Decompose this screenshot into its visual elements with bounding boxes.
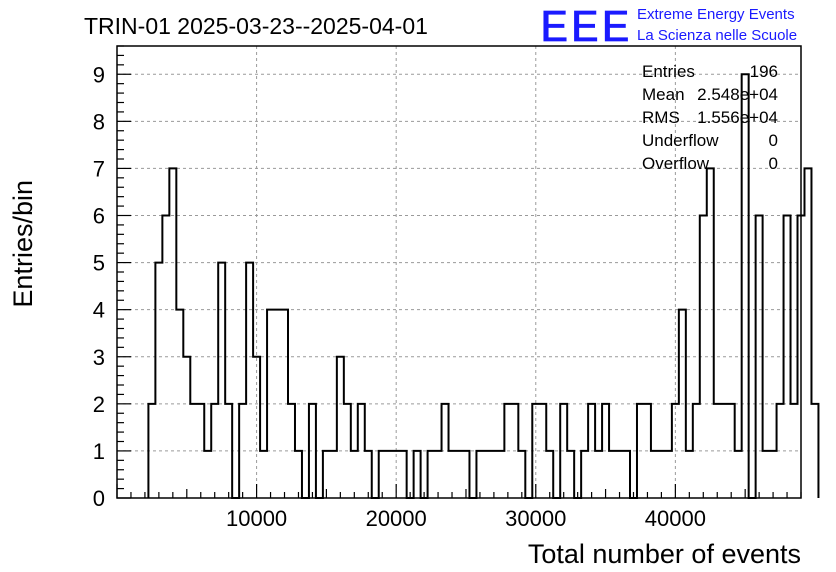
histogram-bin (686, 451, 693, 498)
histogram-bin (337, 357, 344, 498)
histogram-outline (147, 73, 820, 499)
histogram-bin (295, 451, 302, 498)
histogram-bin (476, 451, 483, 498)
tick-labels: 10000 20000 30000 40000 0 1 2 3 4 5 6 7 8 9 (93, 62, 706, 531)
y-tick-label: 0 (93, 486, 105, 511)
stats-entries-value: 196 (750, 62, 778, 81)
histogram-bin (204, 451, 211, 498)
stats-rms-label: RMS (642, 108, 680, 127)
histogram-bin (623, 451, 630, 498)
histogram-bin (735, 451, 742, 498)
histogram-bin (770, 451, 777, 498)
histogram-bin (260, 451, 267, 498)
x-tick-label: 40000 (645, 506, 706, 531)
y-tick-label: 5 (93, 251, 105, 276)
eee-logo-line1: Extreme Energy Events (637, 6, 795, 23)
histogram-bars (147, 73, 820, 499)
stats-underflow-value: 0 (769, 131, 778, 150)
stats-overflow-value: 0 (769, 154, 778, 173)
stats-rms-value: 1.556e+04 (697, 108, 778, 127)
histogram-bin (546, 451, 553, 498)
histogram-bin (428, 451, 435, 498)
stats-box: Entries 196 Mean 2.548e+04 RMS 1.556e+04… (642, 62, 778, 173)
histogram-bin (616, 451, 623, 498)
histogram-bin (155, 263, 162, 498)
histogram-bin (330, 451, 337, 498)
histogram-bin (456, 451, 463, 498)
histogram-bin (435, 451, 442, 498)
histogram-bin (490, 451, 497, 498)
histogram-bin (365, 451, 372, 498)
histogram-bin (742, 74, 749, 498)
stats-underflow-label: Underflow (642, 131, 719, 150)
stats-mean-label: Mean (642, 85, 685, 104)
eee-logo: EEE Extreme Energy Events La Scienza nel… (539, 0, 797, 53)
histogram-bin (386, 451, 393, 498)
histogram-bin (609, 451, 616, 498)
histogram-bin (183, 357, 190, 498)
y-tick-label: 7 (93, 156, 105, 181)
y-tick-label: 8 (93, 109, 105, 134)
histogram-bin (811, 404, 818, 498)
histogram-bin (595, 451, 602, 498)
stats-mean-value: 2.548e+04 (697, 85, 778, 104)
histogram-bin (351, 451, 358, 498)
histogram-bin (246, 263, 253, 498)
histogram-bin (483, 451, 490, 498)
y-tick-label: 3 (93, 345, 105, 370)
histogram-bin (169, 168, 176, 498)
y-tick-label: 1 (93, 439, 105, 464)
histogram-bin (658, 451, 665, 498)
histogram-bin (414, 451, 421, 498)
y-tick-label: 4 (93, 298, 105, 323)
histogram-bin (379, 451, 386, 498)
histogram-bin (763, 451, 770, 498)
histogram-bin (518, 451, 525, 498)
y-tick-label: 6 (93, 204, 105, 229)
histogram-bin (651, 451, 658, 498)
y-tick-label: 2 (93, 392, 105, 417)
x-tick-label: 30000 (505, 506, 566, 531)
stats-entries-label: Entries (642, 62, 695, 81)
histogram-bin (804, 168, 811, 498)
x-tick-label: 20000 (366, 506, 427, 531)
eee-logo-line2: La Scienza nelle Scuole (637, 27, 797, 44)
histogram-bin (707, 168, 714, 498)
histogram-bin (581, 451, 588, 498)
histogram-bin (665, 451, 672, 498)
x-tick-label: 10000 (226, 506, 287, 531)
histogram-bin (218, 263, 225, 498)
y-tick-label: 9 (93, 62, 105, 87)
histogram-bin (449, 451, 456, 498)
chart-title: TRIN-01 2025-03-23--2025-04-01 (84, 13, 428, 39)
eee-logo-mark: EEE (540, 0, 632, 52)
stats-overflow-label: Overflow (642, 154, 710, 173)
axis-ticks (116, 45, 802, 499)
histogram-bin (567, 451, 574, 498)
histogram-bin (497, 451, 504, 498)
histogram-bin (400, 451, 407, 498)
y-axis-title: Entries/bin (8, 180, 38, 308)
x-axis-title: Total number of events (528, 539, 801, 569)
